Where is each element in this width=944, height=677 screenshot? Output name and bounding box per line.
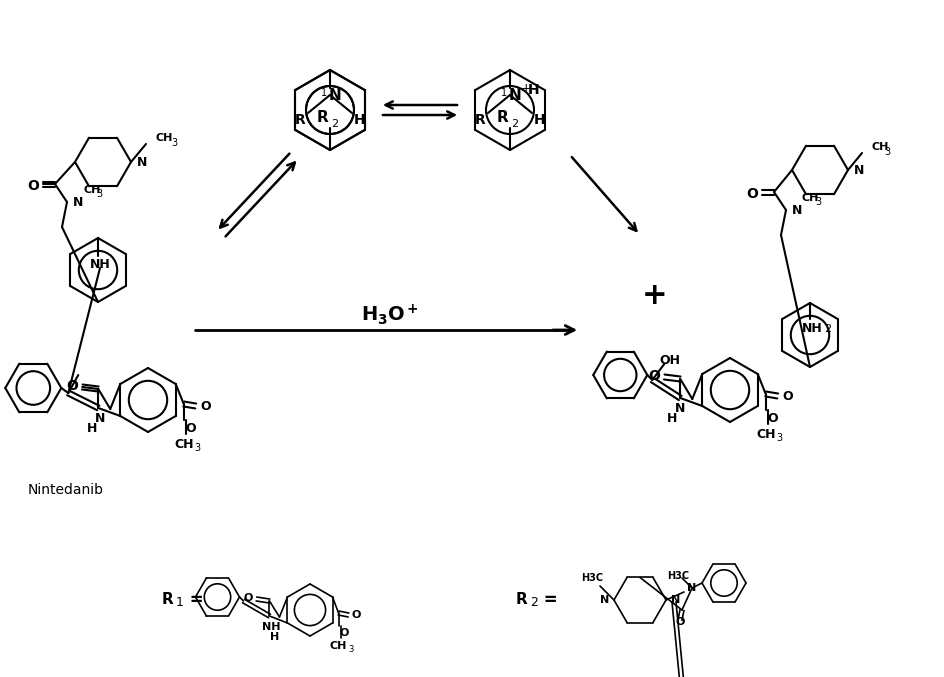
Text: CH: CH bbox=[801, 193, 818, 203]
Text: 3: 3 bbox=[883, 147, 889, 157]
Text: R: R bbox=[497, 110, 508, 125]
Text: CH: CH bbox=[174, 437, 194, 450]
Text: 3: 3 bbox=[776, 433, 782, 443]
Text: 1: 1 bbox=[500, 88, 507, 98]
Text: 2: 2 bbox=[331, 119, 338, 129]
Text: H: H bbox=[528, 83, 539, 97]
Text: O: O bbox=[767, 412, 777, 424]
Text: N: N bbox=[73, 196, 83, 209]
Text: O: O bbox=[340, 628, 349, 638]
Text: $\mathbf{H_3O^+}$: $\mathbf{H_3O^+}$ bbox=[361, 303, 418, 327]
Text: CH: CH bbox=[755, 427, 775, 441]
Text: N: N bbox=[686, 583, 696, 593]
Text: N: N bbox=[853, 164, 864, 177]
Text: H: H bbox=[87, 422, 97, 435]
Text: O: O bbox=[648, 369, 660, 383]
Text: 2: 2 bbox=[823, 324, 831, 334]
Text: CH: CH bbox=[155, 133, 172, 143]
Text: 1: 1 bbox=[176, 596, 184, 609]
Text: H: H bbox=[533, 113, 546, 127]
Text: 2: 2 bbox=[511, 119, 518, 129]
Text: O: O bbox=[745, 187, 757, 201]
Text: H: H bbox=[666, 412, 677, 426]
Text: N: N bbox=[674, 403, 684, 416]
Text: 1: 1 bbox=[321, 88, 327, 98]
Text: O: O bbox=[27, 179, 39, 193]
Text: 2: 2 bbox=[530, 596, 537, 609]
Text: CH: CH bbox=[83, 185, 100, 195]
Text: =: = bbox=[537, 591, 557, 609]
Text: 3: 3 bbox=[96, 189, 102, 199]
Text: 3: 3 bbox=[194, 443, 200, 453]
Text: R: R bbox=[317, 110, 329, 125]
Text: R: R bbox=[161, 592, 173, 607]
Text: N: N bbox=[508, 87, 521, 102]
Text: N: N bbox=[599, 595, 608, 605]
Text: R: R bbox=[514, 592, 527, 607]
Text: +: + bbox=[520, 81, 531, 95]
Text: N: N bbox=[137, 156, 147, 169]
Text: O: O bbox=[351, 610, 361, 620]
Text: O: O bbox=[675, 617, 684, 627]
Text: O: O bbox=[200, 399, 211, 412]
Text: =: = bbox=[184, 591, 203, 609]
Text: O: O bbox=[185, 422, 195, 435]
Text: 3: 3 bbox=[347, 645, 353, 655]
Text: N: N bbox=[95, 412, 106, 426]
Text: N: N bbox=[791, 204, 801, 217]
Text: NH: NH bbox=[801, 322, 821, 336]
Text: OH: OH bbox=[659, 353, 680, 366]
Text: CH: CH bbox=[329, 641, 346, 651]
Text: O: O bbox=[244, 593, 253, 603]
Text: 3: 3 bbox=[814, 197, 820, 207]
Text: NH: NH bbox=[261, 622, 280, 632]
Text: R: R bbox=[295, 113, 305, 127]
Text: 3: 3 bbox=[171, 138, 177, 148]
Text: CH: CH bbox=[870, 142, 887, 152]
Text: O: O bbox=[66, 379, 78, 393]
Text: H3C: H3C bbox=[581, 573, 602, 583]
Text: H3C: H3C bbox=[666, 571, 688, 581]
Text: +: + bbox=[642, 280, 667, 309]
Text: R: R bbox=[474, 113, 485, 127]
Text: N: N bbox=[329, 87, 341, 102]
Text: N: N bbox=[670, 595, 680, 605]
Text: H: H bbox=[354, 113, 365, 127]
Text: H: H bbox=[270, 632, 278, 642]
Text: NH: NH bbox=[90, 257, 110, 271]
Text: O: O bbox=[782, 389, 792, 403]
Text: Nintedanib: Nintedanib bbox=[28, 483, 104, 497]
